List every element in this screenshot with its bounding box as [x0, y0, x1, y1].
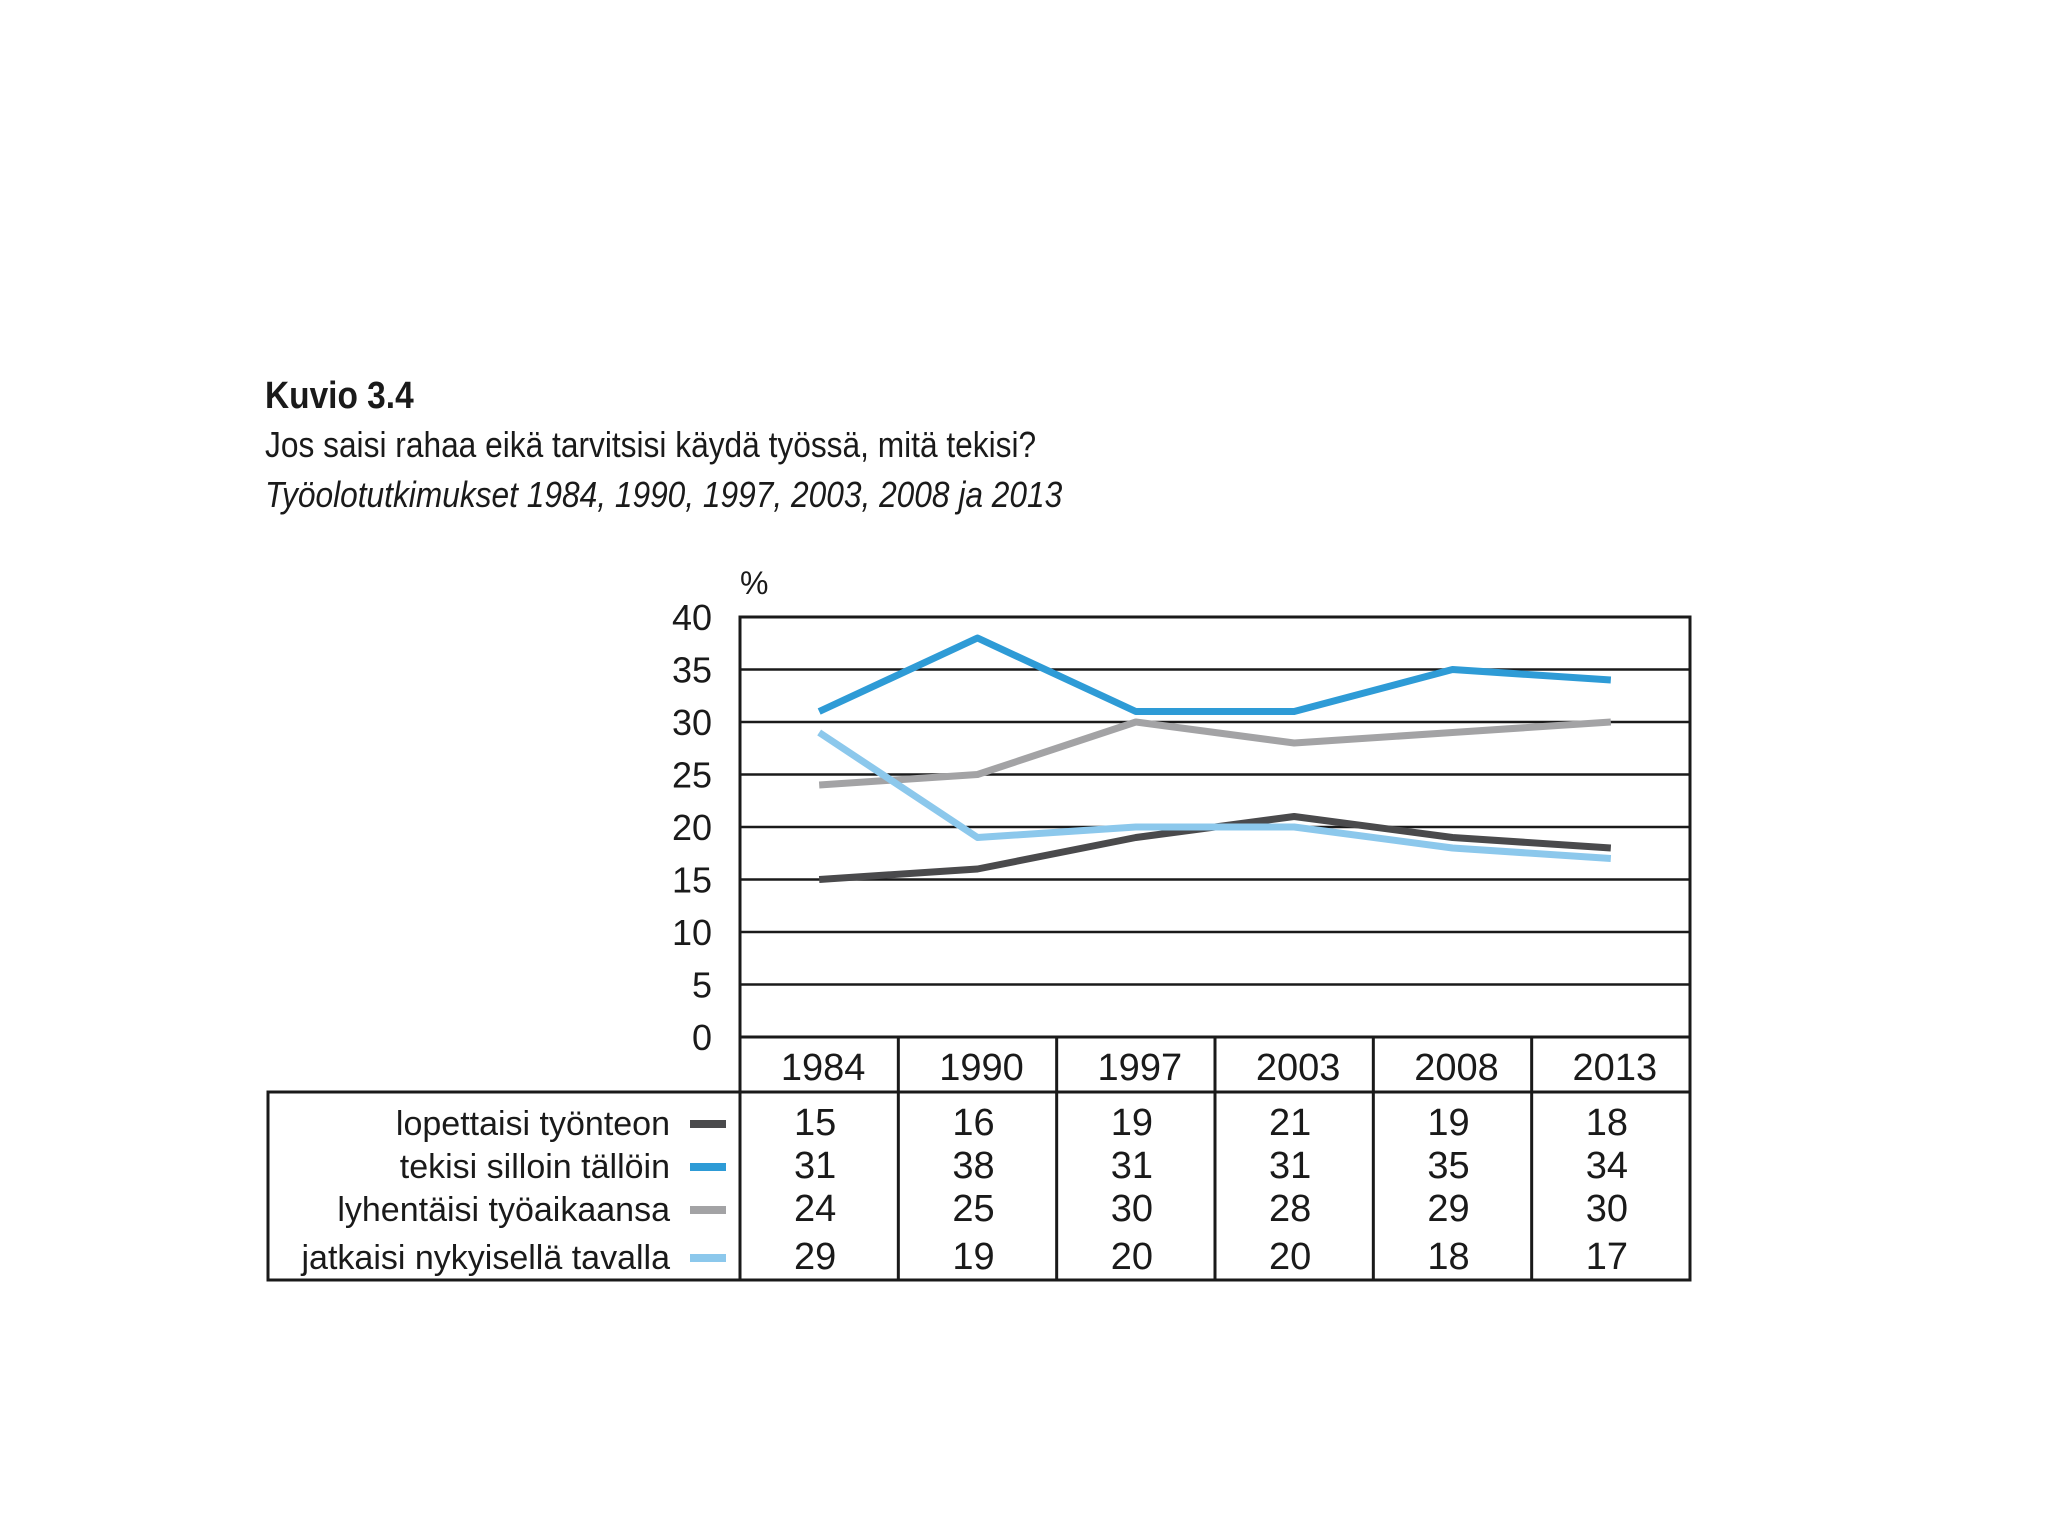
y-tick-label: 20 [672, 807, 712, 848]
data-label: 19 [952, 1236, 994, 1278]
legend-label: lopettaisi työnteon [396, 1105, 670, 1143]
data-label: 17 [1586, 1236, 1628, 1278]
y-axis-label: % [740, 565, 768, 601]
data-label: 31 [794, 1145, 836, 1187]
data-label: 16 [952, 1102, 994, 1144]
data-label: 34 [1586, 1145, 1628, 1187]
data-label: 28 [1269, 1188, 1311, 1230]
figure-title: Jos saisi rahaa eikä tarvitsisi käydä ty… [265, 424, 1037, 465]
data-label: 24 [794, 1188, 836, 1230]
x-tick-label: 1990 [939, 1047, 1024, 1089]
y-tick-label: 35 [672, 650, 712, 691]
series-lines [817, 634, 1612, 883]
data-label: 31 [1269, 1145, 1311, 1187]
legend-label: tekisi silloin tällöin [400, 1148, 670, 1186]
data-label: 19 [1111, 1102, 1153, 1144]
table-frame [266, 1090, 1692, 1282]
data-label: 30 [1586, 1188, 1628, 1230]
data-table: 1984 1990 1997 2003 2008 2013 lopettaisi työnt… [266, 1035, 1692, 1282]
y-tick-label: 40 [672, 597, 712, 638]
series-line [817, 634, 1612, 715]
data-label: 35 [1427, 1145, 1469, 1187]
data-label: 30 [1111, 1188, 1153, 1230]
y-tick-label: 25 [672, 755, 712, 796]
x-tick-label: 1997 [1098, 1047, 1183, 1089]
data-label: 18 [1427, 1236, 1469, 1278]
x-tick-label: 2008 [1414, 1047, 1499, 1089]
x-tick-label: 1984 [781, 1047, 866, 1089]
y-tick-label: 15 [672, 860, 712, 901]
data-label: 20 [1269, 1236, 1311, 1278]
data-label: 31 [1111, 1145, 1153, 1187]
x-tick-label: 2013 [1573, 1047, 1658, 1089]
figure-header: Kuvio 3.4 Jos saisi rahaa eikä tarvitsis… [265, 372, 1171, 520]
data-label: 29 [1427, 1188, 1469, 1230]
figure-subtitle: Työolotutkimukset 1984, 1990, 1997, 2003… [265, 474, 1063, 515]
data-label: 38 [952, 1145, 994, 1187]
series-line [818, 718, 1612, 789]
y-tick-label: 5 [692, 965, 712, 1006]
data-label: 29 [794, 1236, 836, 1278]
x-tick-label: 2003 [1256, 1047, 1341, 1089]
y-tick-label: 0 [692, 1017, 712, 1058]
data-label: 25 [952, 1188, 994, 1230]
legend-label: lyhentäisi työaikaansa [337, 1191, 670, 1229]
series-line [817, 729, 1612, 862]
y-tick-label: 10 [672, 912, 712, 953]
data-label: 21 [1269, 1102, 1311, 1144]
data-label: 19 [1427, 1102, 1469, 1144]
y-axis: 0 5 10 15 20 25 30 35 40% [672, 565, 769, 1058]
data-label: 20 [1111, 1236, 1153, 1278]
figure-label: Kuvio 3.4 [265, 375, 414, 417]
legend-label: jatkaisi nykyisellä tavalla [301, 1239, 671, 1277]
data-label: 15 [794, 1102, 836, 1144]
data-label: 18 [1586, 1102, 1628, 1144]
y-tick-label: 30 [672, 702, 712, 743]
